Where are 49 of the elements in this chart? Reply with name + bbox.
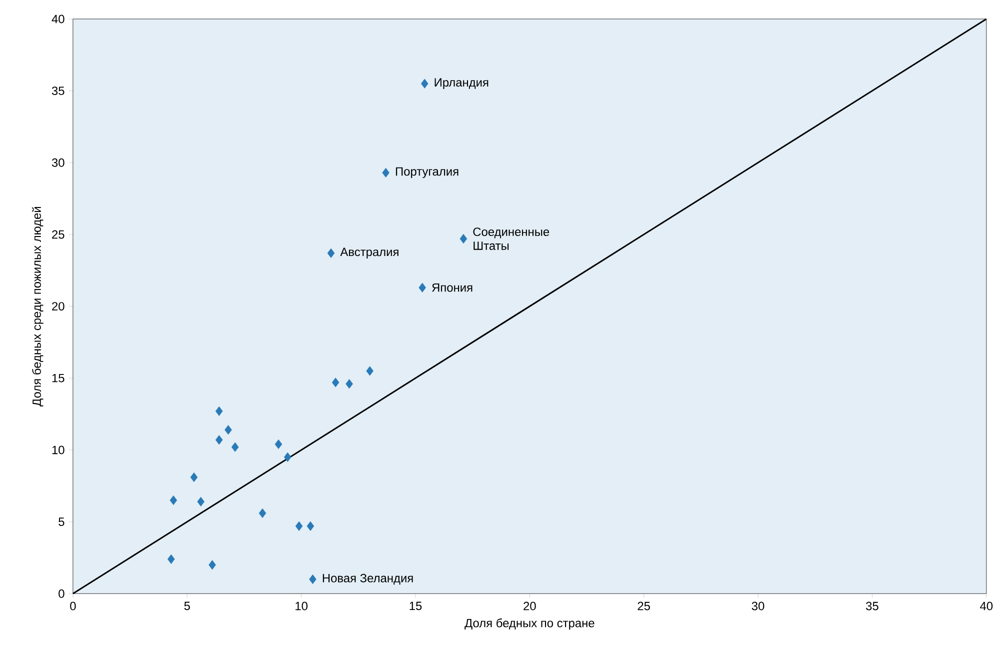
x-tick-label: 30 <box>752 602 764 610</box>
x-axis-title: Доля бедных по стране <box>464 618 594 630</box>
point <box>274 440 282 450</box>
point <box>418 283 426 293</box>
point <box>327 248 335 258</box>
y-tick-label: 10 <box>52 446 64 454</box>
annotation: Австралия <box>340 248 398 259</box>
point <box>382 168 390 178</box>
x-tick-label: 15 <box>410 602 422 610</box>
point <box>346 379 353 389</box>
y-tick-label: 40 <box>52 14 64 24</box>
point <box>170 496 178 506</box>
y-tick-label: 5 <box>58 518 64 526</box>
x-tick-label: 5 <box>184 602 190 610</box>
y-tick-label: 20 <box>52 302 64 311</box>
point <box>215 406 223 416</box>
point <box>284 452 292 462</box>
y-axis-title: Доля бедных среди пожилых людей <box>32 207 44 407</box>
x-tick-label: 0 <box>70 602 76 610</box>
y-tick-label: 0 <box>58 590 64 598</box>
x-tick-label: 10 <box>296 602 308 610</box>
y-tick-label: 30 <box>52 158 64 168</box>
y-tick-label: 25 <box>52 230 64 239</box>
point <box>208 560 216 570</box>
point <box>224 425 232 435</box>
point <box>168 554 175 564</box>
point <box>231 442 239 452</box>
annotation: Новая Зеландия <box>322 574 413 585</box>
x-tick-label: 40 <box>980 602 993 610</box>
point <box>309 574 316 584</box>
annotation: Япония <box>432 284 472 292</box>
y-tick-label: 15 <box>52 374 64 382</box>
annotation: Ирландия <box>434 78 488 90</box>
point <box>190 472 198 482</box>
point <box>366 366 374 376</box>
point <box>258 508 266 518</box>
annotation: Португалия <box>396 168 458 178</box>
annotation: Соединенные Штаты <box>473 228 550 250</box>
point <box>332 378 340 388</box>
point <box>295 522 303 532</box>
x-tick-label: 35 <box>866 602 878 610</box>
point <box>460 234 468 244</box>
point <box>420 79 428 89</box>
x-tick-label: 20 <box>524 602 536 610</box>
y-tick-label: 35 <box>52 86 64 96</box>
point <box>197 497 204 507</box>
x-tick-label: 25 <box>638 602 650 610</box>
point <box>215 435 223 445</box>
point <box>306 522 314 532</box>
